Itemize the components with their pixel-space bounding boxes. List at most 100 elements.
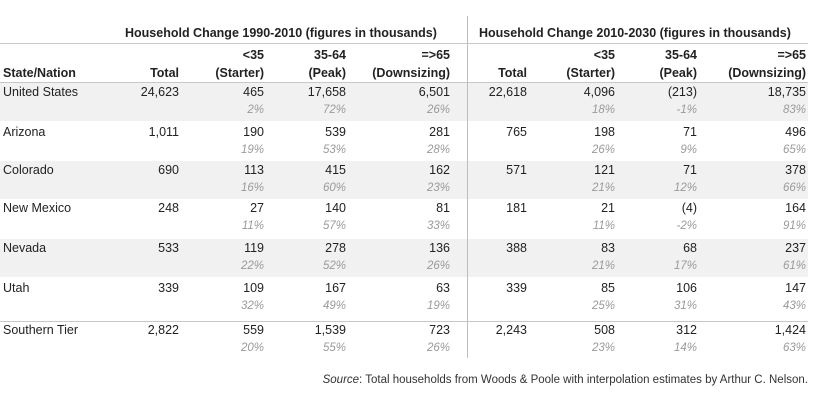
p2-value-cell: 496 (785, 125, 806, 139)
p1-value-cell: 2,822 (147, 323, 179, 337)
p2-percent-cell: 63% (782, 342, 806, 354)
row-name: United States (3, 85, 79, 99)
p2-value-cell: 312 (676, 323, 697, 337)
p2-col-header: (Starter) (566, 66, 615, 80)
p2-percent-cell: 26% (591, 144, 615, 156)
p2-percent-cell: 23% (591, 342, 615, 354)
p1-col-header-top: =>65 (421, 48, 450, 62)
p2-col-header: Total (498, 66, 527, 80)
p2-value-cell: 18,735 (767, 85, 806, 99)
p2-value-cell: 147 (785, 281, 806, 295)
p2-value-cell: (213) (667, 85, 697, 99)
p2-col-header-top: <35 (593, 48, 615, 62)
p1-percent-cell: 20% (240, 342, 264, 354)
p2-value-cell: 571 (506, 163, 527, 177)
p1-value-cell: 1,539 (314, 323, 346, 337)
p1-value-cell: 415 (325, 163, 346, 177)
p1-percent-cell: 2% (247, 104, 264, 116)
row-name: New Mexico (3, 201, 72, 215)
p2-value-cell: 388 (506, 241, 527, 255)
p2-value-cell: 2,243 (495, 323, 527, 337)
p2-value-cell: 83 (601, 241, 615, 255)
p1-col-header-top: <35 (242, 48, 264, 62)
row-band (0, 83, 808, 121)
p1-value-cell: 339 (158, 281, 179, 295)
p1-col-header: (Downsizing) (372, 66, 450, 80)
p1-percent-cell: 19% (240, 144, 264, 156)
p1-value-cell: 465 (243, 85, 264, 99)
source-note: Source: Total households from Woods & Po… (323, 374, 808, 386)
p1-percent-cell: 55% (322, 342, 346, 354)
p1-value-cell: 162 (429, 163, 450, 177)
p1-value-cell: 17,658 (307, 85, 346, 99)
p1-value-cell: 690 (158, 163, 179, 177)
row-name: Southern Tier (3, 323, 79, 337)
p1-percent-cell: 49% (322, 300, 346, 312)
p1-col-header-top: 35-64 (314, 48, 346, 62)
p2-value-cell: 121 (594, 163, 615, 177)
p2-value-cell: 106 (676, 281, 697, 295)
p2-value-cell: 181 (506, 201, 527, 215)
p1-value-cell: 723 (429, 323, 450, 337)
p2-value-cell: 21 (601, 201, 615, 215)
p1-percent-cell: 26% (426, 104, 450, 116)
southern-tier-rule (0, 321, 808, 322)
p1-percent-cell: 23% (426, 182, 450, 194)
p1-percent-cell: 57% (322, 220, 346, 232)
p2-percent-cell: 25% (591, 300, 615, 312)
p2-percent-cell: 65% (782, 144, 806, 156)
p2-percent-cell: 14% (673, 342, 697, 354)
p2-value-cell: 85 (601, 281, 615, 295)
row-header-label: State/Nation (3, 66, 76, 80)
row-band (0, 161, 808, 199)
p2-value-cell: 339 (506, 281, 527, 295)
p2-col-header-top: =>65 (777, 48, 806, 62)
p2-percent-cell: 61% (782, 260, 806, 272)
p2-value-cell: 68 (683, 241, 697, 255)
p1-percent-cell: 60% (322, 182, 346, 194)
p2-percent-cell: 9% (680, 144, 697, 156)
p2-col-header: (Peak) (659, 66, 697, 80)
p1-percent-cell: 52% (322, 260, 346, 272)
p2-value-cell: 378 (785, 163, 806, 177)
p2-percent-cell: 17% (673, 260, 697, 272)
p2-value-cell: 1,424 (774, 323, 806, 337)
p2-value-cell: (4) (681, 201, 697, 215)
p1-percent-cell: 53% (322, 144, 346, 156)
p1-percent-cell: 16% (240, 182, 264, 194)
p1-value-cell: 81 (436, 201, 450, 215)
p1-percent-cell: 28% (426, 144, 450, 156)
header-top-rule (0, 43, 808, 44)
p1-value-cell: 119 (244, 241, 264, 255)
p1-value-cell: 1,011 (148, 125, 179, 139)
p2-value-cell: 198 (594, 125, 615, 139)
p2-value-cell: 71 (683, 163, 697, 177)
p2-percent-cell: 83% (782, 104, 806, 116)
p1-percent-cell: 11% (241, 220, 264, 232)
p1-value-cell: 167 (325, 281, 346, 295)
p2-col-header: (Downsizing) (728, 66, 806, 80)
p2-percent-cell: 11% (592, 220, 615, 232)
p2-value-cell: 22,618 (488, 85, 527, 99)
p1-value-cell: 24,623 (140, 85, 179, 99)
p1-value-cell: 113 (244, 163, 264, 177)
p1-value-cell: 109 (243, 281, 264, 295)
p2-percent-cell: 21% (591, 182, 615, 194)
p2-percent-cell: -2% (676, 220, 697, 232)
row-name: Nevada (3, 241, 47, 255)
p1-percent-cell: 72% (322, 104, 346, 116)
p2-percent-cell: 91% (782, 220, 806, 232)
p1-percent-cell: 26% (426, 260, 450, 272)
p1-percent-cell: 22% (240, 260, 264, 272)
p2-percent-cell: 66% (782, 182, 806, 194)
p1-percent-cell: 33% (426, 220, 450, 232)
p2-percent-cell: 43% (782, 300, 806, 312)
p2-value-cell: 237 (785, 241, 806, 255)
p2-value-cell: 71 (683, 125, 697, 139)
p2-value-cell: 765 (506, 125, 527, 139)
p1-percent-cell: 19% (426, 300, 450, 312)
p2-percent-cell: 31% (673, 300, 697, 312)
p2-value-cell: 164 (785, 201, 806, 215)
row-name: Arizona (3, 125, 46, 139)
row-name: Utah (3, 281, 30, 295)
